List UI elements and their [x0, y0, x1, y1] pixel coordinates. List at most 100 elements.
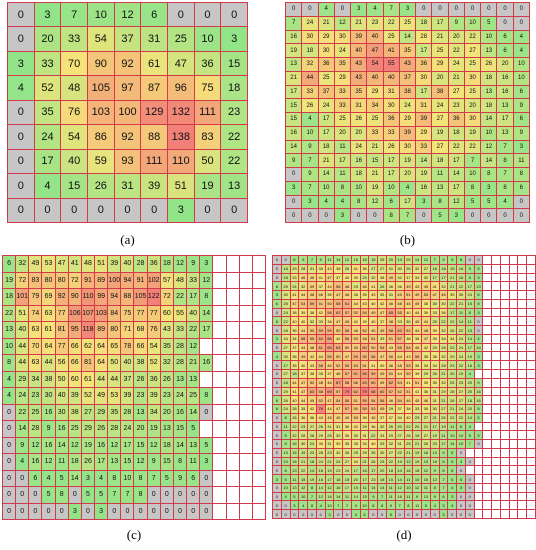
heatmap-cell: 30 [439, 299, 448, 308]
heatmap-cell: 3 [302, 195, 318, 209]
heatmap-cell: 37 [404, 273, 413, 282]
heatmap-cell: 21 [318, 16, 334, 30]
heatmap-cell [509, 291, 518, 299]
heatmap-cell: 8 [383, 209, 399, 222]
heatmap-cell: 40 [61, 149, 87, 174]
heatmap-cell: 17 [439, 440, 448, 448]
heatmap-cell [527, 448, 535, 457]
heatmap-cell: 18 [290, 369, 299, 378]
heatmap-cell: 21 [448, 273, 457, 282]
heatmap-cell: 49 [308, 282, 316, 291]
heatmap-cell: 43 [316, 413, 325, 422]
heatmap-cell: 32 [378, 422, 386, 431]
heatmap-cell: 8 [290, 256, 299, 264]
heatmap-cell [527, 431, 535, 440]
heatmap-cell: 37 [399, 71, 416, 85]
heatmap-cell [500, 308, 509, 317]
heatmap-cell: 20 [465, 405, 474, 413]
heatmap-cell: 10 [457, 431, 465, 440]
heatmap-cell: 16 [95, 437, 108, 453]
heatmap-cell: 62 [81, 338, 95, 354]
heatmap-cell: 26 [343, 264, 351, 273]
heatmap-cell: 110 [81, 289, 95, 305]
heatmap-cell: 16 [316, 475, 325, 483]
heatmap-cell [492, 308, 500, 317]
heatmap-cell: 21 [448, 405, 457, 413]
heatmap-cell: 21 [413, 440, 422, 448]
heatmap-cell: 15 [386, 475, 395, 483]
heatmap-cell: 49 [395, 291, 404, 299]
heatmap-cell: 0 [173, 487, 187, 503]
heatmap-cell: 35 [299, 405, 308, 413]
heatmap-cell: 10 [351, 181, 367, 195]
heatmap-cell: 94 [121, 272, 134, 288]
heatmap-cell: 56 [55, 355, 68, 371]
heatmap-cell: 4 [281, 492, 290, 501]
heatmap-cell [492, 396, 500, 405]
heatmap-cell: 0 [302, 3, 318, 16]
heatmap-cell [518, 492, 527, 501]
heatmap-cell [527, 510, 535, 518]
heatmap-cell [509, 334, 518, 343]
heatmap-cell [518, 378, 527, 387]
heatmap-cell: 15 [61, 174, 87, 198]
heatmap-cell: 9 [430, 492, 439, 501]
heatmap-cell: 50 [351, 405, 360, 413]
heatmap-cell: 80 [42, 272, 55, 288]
heatmap-cell: 33 [290, 273, 299, 282]
heatmap-cell [500, 405, 509, 413]
heatmap-cell: 86 [87, 125, 114, 149]
heatmap-cell: 34 [281, 334, 290, 343]
heatmap-cell: 62 [316, 334, 325, 343]
heatmap-cell: 64 [95, 338, 108, 354]
heatmap-cell: 35 [422, 352, 430, 361]
heatmap-cell: 25 [68, 421, 81, 437]
heatmap-cell: 50 [108, 355, 121, 371]
heatmap-cell: 15 [286, 113, 302, 126]
heatmap-cell [474, 510, 483, 518]
heatmap-cell: 43 [351, 58, 367, 71]
heatmap-cell: 28 [439, 343, 448, 352]
heatmap-cell [200, 371, 213, 387]
heatmap-cell: 28 [173, 338, 187, 354]
heatmap-cell: 46 [386, 361, 395, 369]
heatmap-cell: 14 [173, 437, 187, 453]
heatmap-cell: 103 [87, 100, 114, 125]
heatmap-cell: 0 [286, 195, 302, 209]
heatmap-cell: 39 [299, 308, 308, 317]
heatmap-cell: 0 [16, 503, 29, 519]
heatmap-cell: 97 [114, 76, 141, 100]
heatmap-cell: 15 [422, 475, 430, 483]
heatmap-cell: 18 [281, 378, 290, 387]
heatmap-cell: 0 [87, 198, 114, 222]
heatmap-cell: 22 [281, 317, 290, 326]
heatmap-cell [527, 466, 535, 475]
heatmap-cell: 33 [383, 126, 399, 140]
heatmap-cell: 16 [290, 457, 299, 466]
heatmap-cell: 18 [481, 71, 497, 85]
heatmap-cell: 11 [404, 475, 413, 483]
heatmap-cell: 9 [448, 16, 464, 30]
heatmap-cell: 5 [95, 487, 108, 503]
heatmap-cell: 20 [497, 58, 513, 71]
heatmap-cell: 34 [29, 371, 42, 387]
heatmap-cell: 24 [302, 16, 318, 30]
heatmap-cell [509, 413, 518, 422]
heatmap-cell: 33 [378, 431, 386, 440]
heatmap-cell: 0 [513, 3, 529, 16]
heatmap-cell: 31 [386, 291, 395, 299]
heatmap-cell: 0 [395, 510, 404, 518]
heatmap-cell: 0 [318, 209, 334, 222]
heatmap-cell: 5 [474, 405, 483, 413]
heatmap-cell: 54 [360, 308, 369, 317]
heatmap-cell: 33 [34, 51, 61, 76]
heatmap-cell [483, 264, 492, 273]
heatmap-cell: 46 [386, 299, 395, 308]
heatmap-cell: 21 [448, 282, 457, 291]
heatmap-cell: 5 [474, 264, 483, 273]
heatmap-cell: 35 [316, 369, 325, 378]
heatmap-cell: 28 [108, 421, 121, 437]
heatmap-cell: 27 [457, 396, 465, 405]
heatmap-cell: 22 [386, 457, 395, 466]
heatmap-cell [483, 501, 492, 510]
